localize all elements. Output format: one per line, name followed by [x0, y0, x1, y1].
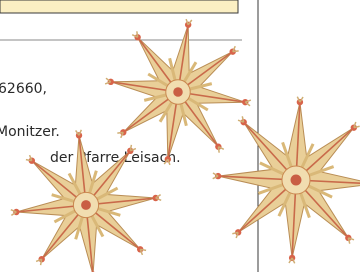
page: 62660, Monitzer. der Pfarre Leisach. (()…: [0, 0, 360, 272]
tassel: [233, 46, 239, 51]
tassel: [354, 122, 360, 128]
tassel: [36, 259, 42, 265]
tassel: [117, 132, 123, 137]
text-line: 62660,: [0, 81, 47, 97]
star-core: [81, 200, 91, 210]
tassel: [348, 238, 354, 244]
highlight-box: [0, 0, 238, 13]
straw-stars: [11, 19, 360, 272]
tassel: [132, 31, 137, 37]
text-line: Monitzer.: [0, 124, 60, 140]
tassel: [232, 232, 238, 238]
tassel: [140, 249, 146, 255]
straw-star: [105, 19, 251, 165]
document-crop: 62660, Monitzer. der Pfarre Leisach.: [0, 0, 360, 272]
star-core: [291, 175, 302, 186]
tassel: [26, 155, 32, 161]
tassel: [218, 147, 223, 153]
straw-star: [213, 97, 360, 264]
tassel: [238, 116, 244, 122]
star-core: [173, 87, 183, 97]
